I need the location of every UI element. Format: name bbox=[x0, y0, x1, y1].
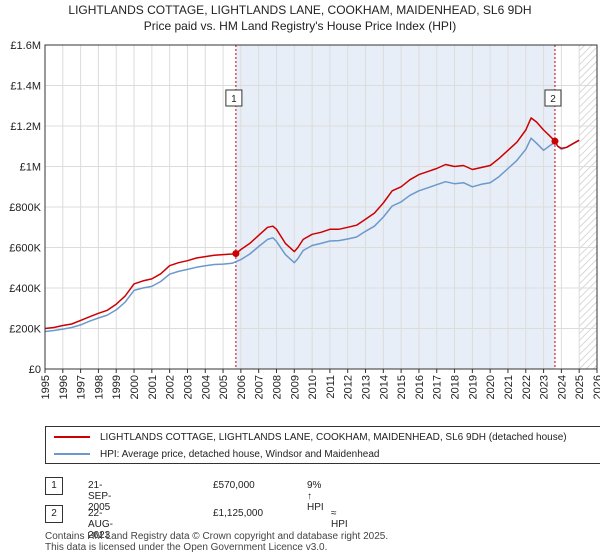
y-tick-label: £600K bbox=[9, 243, 41, 255]
x-tick-label: 2008 bbox=[271, 375, 283, 399]
x-tick-label: 2003 bbox=[182, 375, 194, 399]
x-tick-label: 2014 bbox=[378, 375, 390, 399]
chart-subtitle: Price paid vs. HM Land Registry's House … bbox=[143, 19, 457, 33]
y-tick-label: £1.2M bbox=[10, 121, 41, 133]
x-tick-label: 2000 bbox=[129, 375, 141, 399]
x-tick-label: 2020 bbox=[485, 375, 497, 399]
y-tick-label: £800K bbox=[9, 202, 41, 214]
x-tick-label: 2017 bbox=[432, 375, 444, 399]
x-tick-label: 2013 bbox=[361, 375, 373, 399]
y-tick-label: £1.6M bbox=[10, 40, 41, 52]
x-tick-label: 2015 bbox=[396, 375, 408, 399]
legend-label-hpi: HPI: Average price, detached house, Wind… bbox=[100, 448, 380, 460]
x-tick-label: 2023 bbox=[539, 375, 551, 399]
legend-item-property: LIGHTLANDS COTTAGE, LIGHTLANDS LANE, COO… bbox=[54, 429, 567, 445]
y-tick-label: £1M bbox=[20, 162, 41, 174]
sale-marker-label: 1 bbox=[231, 94, 237, 105]
sale-point bbox=[232, 250, 240, 258]
x-tick-label: 2012 bbox=[343, 375, 355, 399]
x-tick-label: 1998 bbox=[93, 375, 105, 399]
sale-marker-label: 2 bbox=[550, 94, 556, 105]
sale-number-badge: 2 bbox=[45, 505, 63, 523]
legend-item-hpi: HPI: Average price, detached house, Wind… bbox=[54, 446, 379, 462]
price-chart: £0 £200K £400K £600K £800K £1M £1.2M £1.4M £1.6M… bbox=[9, 40, 600, 399]
x-tick-label: 2009 bbox=[289, 375, 301, 399]
x-tick-label: 2006 bbox=[236, 375, 248, 399]
sale-marker-box bbox=[225, 89, 243, 107]
plot-frame bbox=[44, 44, 598, 370]
footer-copyright: Contains HM Land Registry data © Crown c… bbox=[45, 531, 389, 542]
legend-label-property: LIGHTLANDS COTTAGE, LIGHTLANDS LANE, COO… bbox=[100, 431, 567, 443]
chart-title: LIGHTLANDS COTTAGE, LIGHTLANDS LANE, COO… bbox=[68, 3, 532, 17]
sale-date: 21-SEP-2005 bbox=[88, 480, 112, 513]
sale-number-badge: 1 bbox=[45, 477, 63, 495]
x-tick-label: 2025 bbox=[574, 375, 586, 399]
sale-hpi-comparison: 9% ↑ HPI bbox=[307, 480, 324, 513]
property-series-line bbox=[44, 117, 580, 330]
x-tick-label: 1995 bbox=[40, 375, 52, 399]
x-tick-label: 2001 bbox=[147, 375, 159, 399]
x-tick-label: 2022 bbox=[521, 375, 533, 399]
x-tick-label: 2011 bbox=[325, 375, 337, 399]
y-tick-label: £0 bbox=[29, 364, 41, 376]
sale-hpi-comparison: ≈ HPI bbox=[331, 508, 348, 530]
y-tick-label: £400K bbox=[9, 283, 41, 295]
legend-swatch-property bbox=[54, 436, 90, 438]
x-tick-label: 2026 bbox=[592, 375, 600, 399]
sale-marker-box bbox=[544, 89, 562, 107]
sale-point bbox=[551, 137, 559, 145]
y-tick-label: £1.4M bbox=[10, 81, 41, 93]
y-tick-label: £200K bbox=[9, 324, 41, 336]
footer-license: This data is licensed under the Open Gov… bbox=[45, 542, 328, 553]
sale-date: 22-AUG-2023 bbox=[88, 508, 113, 541]
legend-swatch-hpi bbox=[54, 453, 90, 455]
x-tick-label: 2019 bbox=[467, 375, 479, 399]
x-tick-label: 1997 bbox=[76, 375, 88, 399]
x-tick-label: 2002 bbox=[165, 375, 177, 399]
x-tick-label: 2010 bbox=[307, 375, 319, 399]
sale-price: £1,125,000 bbox=[213, 508, 264, 519]
footer: Contains HM Land Registry data © Crown c… bbox=[45, 531, 388, 553]
x-tick-label: 2005 bbox=[218, 375, 230, 399]
legend: LIGHTLANDS COTTAGE, LIGHTLANDS LANE, COO… bbox=[45, 426, 600, 464]
x-tick-label: 2018 bbox=[450, 375, 462, 399]
x-tick-label: 2007 bbox=[254, 375, 266, 399]
x-tick-label: 2004 bbox=[200, 375, 212, 399]
hpi-series-line bbox=[44, 137, 580, 333]
x-tick-label: 1996 bbox=[58, 375, 70, 399]
x-tick-label: 1999 bbox=[111, 375, 123, 399]
sale-price: £570,000 bbox=[213, 480, 255, 491]
x-tick-label: 2021 bbox=[503, 375, 515, 399]
x-tick-label: 2016 bbox=[414, 375, 426, 399]
x-tick-label: 2024 bbox=[556, 375, 568, 399]
